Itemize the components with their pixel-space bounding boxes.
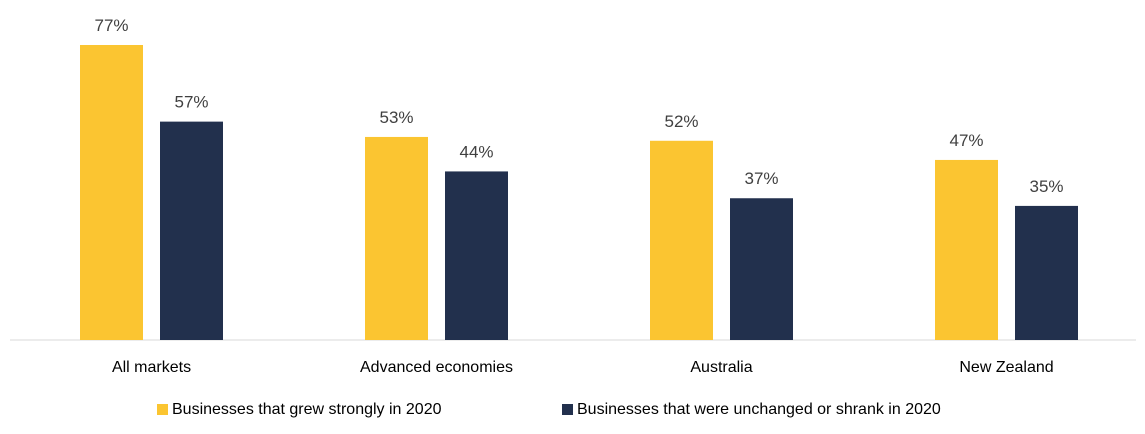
bar-new-zealand-series-2: [1015, 205, 1078, 340]
legend-label-series-1: Businesses that grew strongly in 2020: [172, 401, 442, 418]
bars-layer: [80, 45, 1078, 340]
legend-label-series-2: Businesses that were unchanged or shrank…: [577, 401, 941, 418]
bar-australia-series-2: [730, 198, 793, 340]
legend: Businesses that grew strongly in 2020 Bus…: [157, 401, 941, 418]
bar-all-markets-series-2: [160, 121, 223, 340]
data-label-new-zealand-series-1: 47%: [949, 131, 983, 150]
bar-advanced-economies-series-2: [445, 171, 508, 340]
category-labels-layer: All markets Advanced economies Australia Ne…: [112, 359, 1054, 376]
data-label-new-zealand-series-2: 35%: [1029, 177, 1063, 196]
data-label-australia-series-1: 52%: [664, 112, 698, 131]
legend-swatch-series-1: [157, 404, 168, 415]
category-label-all-markets: All markets: [112, 359, 191, 376]
legend-swatch-series-2: [562, 404, 573, 415]
data-label-australia-series-2: 37%: [744, 169, 778, 188]
data-label-advanced-economies-series-1: 53%: [379, 108, 413, 127]
bar-new-zealand-series-1: [935, 159, 998, 340]
category-label-new-zealand: New Zealand: [959, 359, 1053, 376]
category-label-advanced-economies: Advanced economies: [360, 359, 513, 376]
bar-australia-series-1: [650, 140, 713, 340]
bar-advanced-economies-series-1: [365, 136, 428, 340]
value-labels-layer: 77% 57% 53% 44% 52% 37% 47% 35%: [94, 16, 1063, 196]
data-label-all-markets-series-1: 77%: [94, 16, 128, 35]
data-label-all-markets-series-2: 57%: [174, 93, 208, 112]
bar-all-markets-series-1: [80, 45, 143, 340]
category-label-australia: Australia: [690, 359, 752, 376]
data-label-advanced-economies-series-2: 44%: [459, 142, 493, 161]
